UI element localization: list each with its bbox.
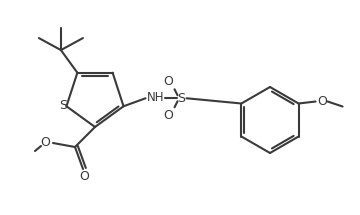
Text: O: O: [318, 95, 328, 108]
Text: S: S: [59, 99, 67, 112]
Text: O: O: [163, 75, 174, 88]
Text: O: O: [40, 135, 50, 149]
Text: NH: NH: [147, 91, 164, 104]
Text: S: S: [177, 92, 185, 105]
Text: O: O: [163, 109, 174, 122]
Text: O: O: [79, 170, 89, 183]
